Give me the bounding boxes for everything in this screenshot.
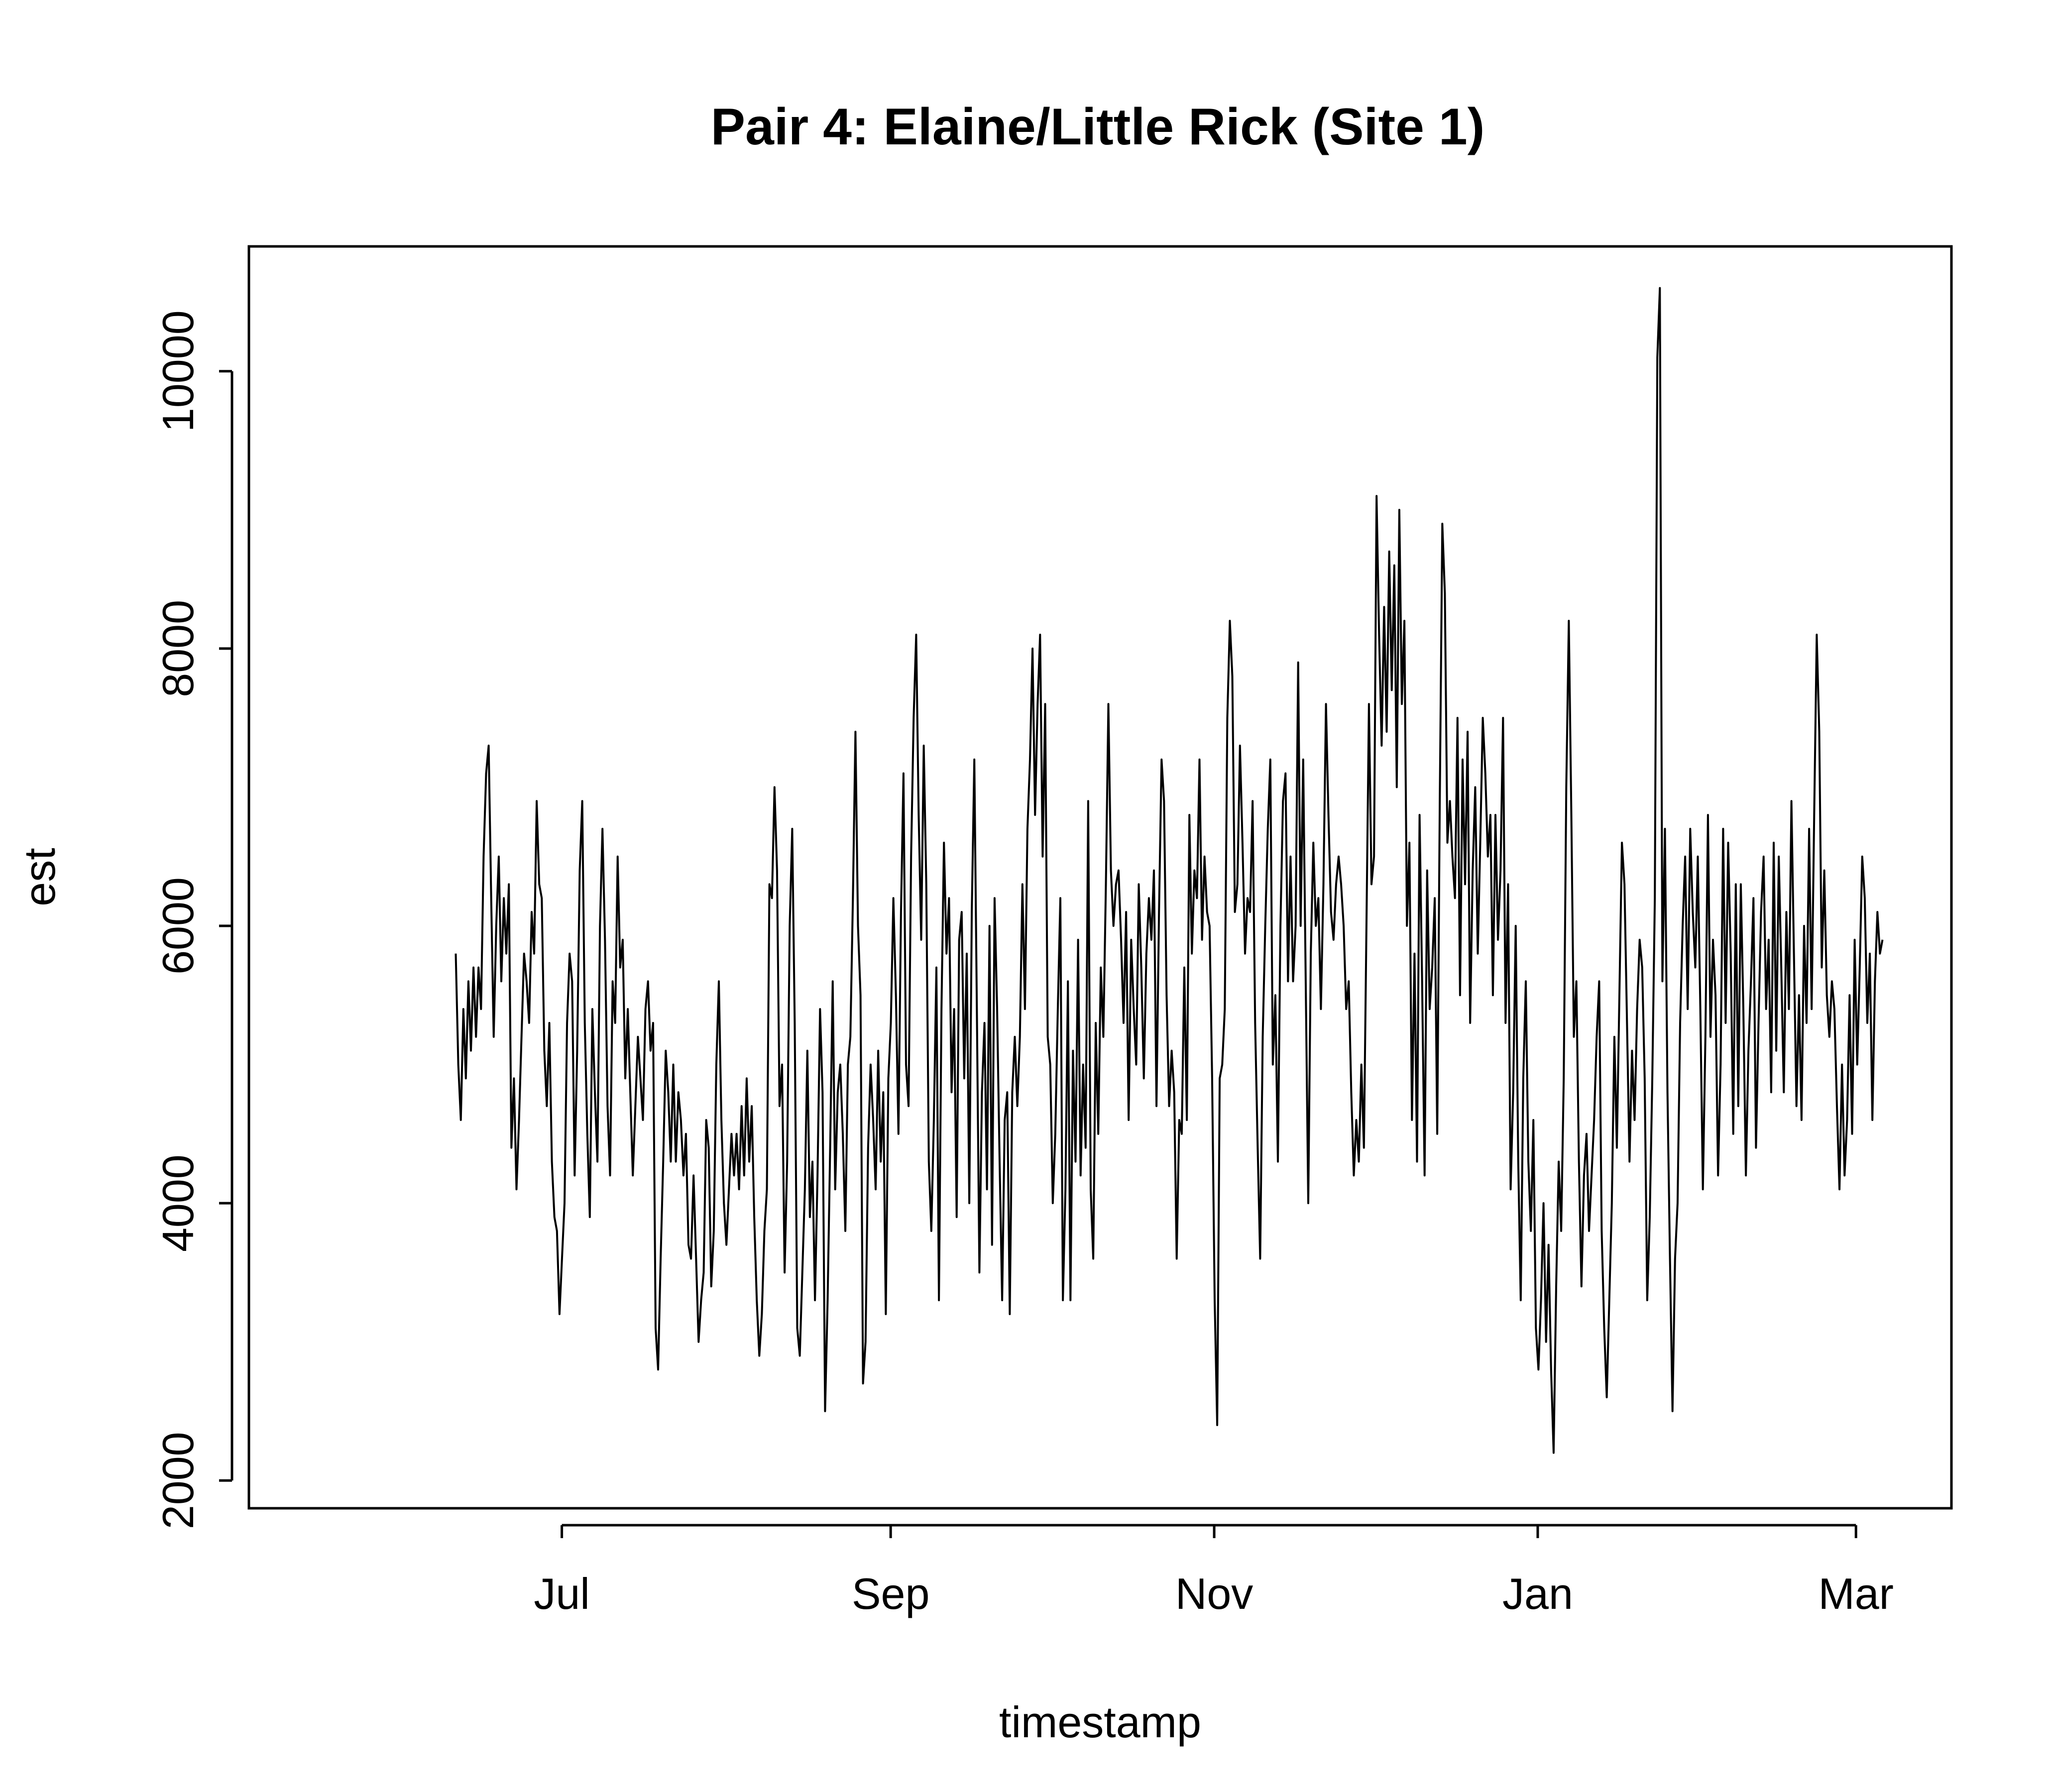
y-tick-label: 8000: [153, 600, 203, 697]
x-tick-label: Sep: [852, 1569, 930, 1618]
series-line: [455, 287, 1884, 1454]
y-tick-label: 10000: [153, 310, 203, 432]
x-tick-label: Nov: [1175, 1569, 1253, 1618]
plot-frame: [247, 245, 1953, 1510]
x-axis: Jul Sep Nov Jan Mar: [534, 1524, 1894, 1618]
y-tick-label: 6000: [153, 877, 203, 975]
y-axis-label: est: [15, 848, 64, 906]
y-tick-label: 4000: [153, 1154, 203, 1252]
y-axis: 2000 4000 6000 8000 10000: [153, 310, 233, 1529]
x-tick-label: Jan: [1502, 1569, 1573, 1618]
x-tick-label: Mar: [1818, 1569, 1894, 1618]
chart-title: Pair 4: Elaine/Little Rick (Site 1): [711, 98, 1485, 156]
x-axis-label: timestamp: [999, 1697, 1201, 1747]
y-tick-label: 2000: [153, 1432, 203, 1529]
x-tick-label: Jul: [534, 1569, 590, 1618]
